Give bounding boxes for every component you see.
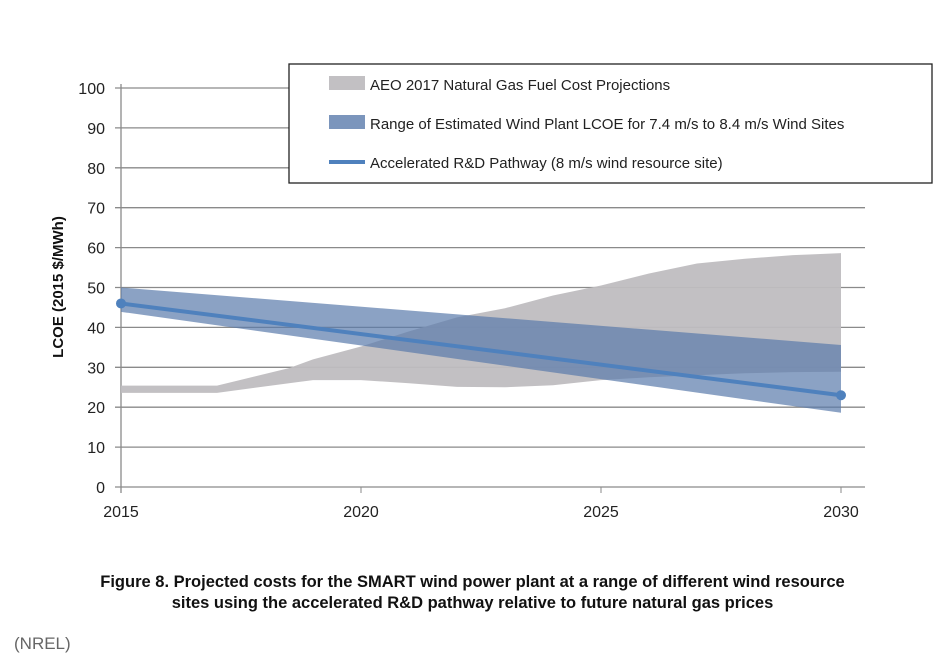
legend-label: Accelerated R&D Pathway (8 m/s wind reso… — [370, 155, 723, 172]
y-tick-label: 80 — [87, 161, 105, 178]
y-tick-label: 20 — [87, 400, 105, 417]
x-tick-label: 2025 — [583, 504, 619, 521]
x-tick-label: 2020 — [343, 504, 379, 521]
caption-line-1: Figure 8. Projected costs for the SMART … — [100, 573, 845, 591]
series-point — [836, 390, 846, 401]
series-line — [120, 301, 842, 398]
y-tick-label: 0 — [96, 480, 105, 497]
caption-line-2: sites using the accelerated R&D pathway … — [171, 594, 774, 612]
legend-swatch — [329, 76, 365, 90]
y-tick-label: 30 — [87, 360, 105, 377]
y-axis-label: LCOE (2015 $/MWh) — [50, 216, 67, 358]
y-tick-label: 100 — [78, 81, 105, 98]
legend-swatch — [329, 115, 365, 129]
source-credit: (NREL) — [14, 634, 71, 653]
x-tick-label: 2030 — [823, 504, 859, 521]
y-tick-label: 70 — [87, 201, 105, 218]
y-tick-label: 60 — [87, 241, 105, 258]
x-tick-label: 2015 — [103, 504, 139, 521]
legend-label: Range of Estimated Wind Plant LCOE for 7… — [370, 116, 844, 133]
legend-label: AEO 2017 Natural Gas Fuel Cost Projectio… — [370, 77, 670, 94]
y-tick-label: 10 — [87, 440, 105, 457]
y-tick-label: 40 — [87, 320, 105, 337]
y-tick-label: 90 — [87, 121, 105, 138]
series-point — [116, 298, 126, 309]
legend-box — [288, 63, 933, 184]
y-tick-label: 50 — [87, 281, 105, 298]
figure-caption: Figure 8. Projected costs for the SMART … — [0, 572, 945, 614]
